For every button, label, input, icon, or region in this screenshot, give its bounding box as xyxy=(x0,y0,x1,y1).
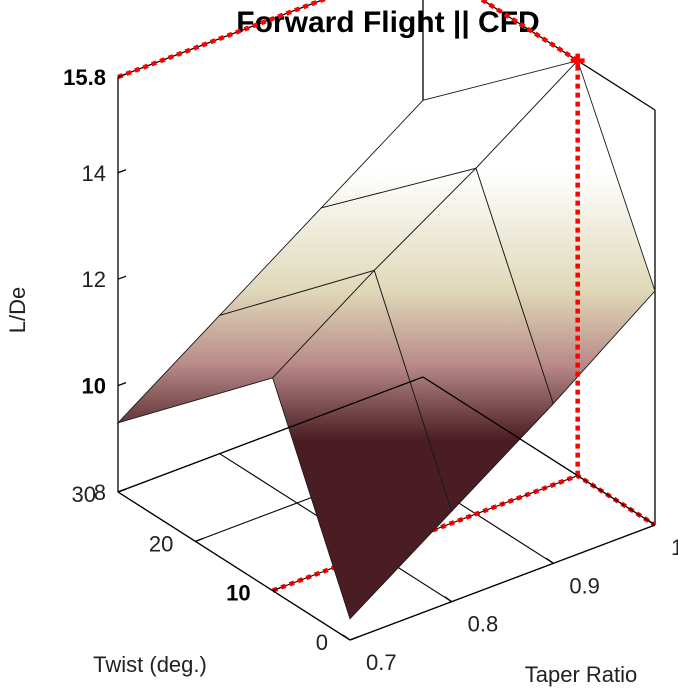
x-tick-mark xyxy=(444,596,453,603)
y-axis-label: Twist (deg.) xyxy=(93,652,207,677)
z-tick-label: 10 xyxy=(82,374,106,399)
x-tick-label: 0.8 xyxy=(468,612,499,637)
z-tick-mark xyxy=(117,73,127,78)
y-tick-label: 30 xyxy=(72,482,96,507)
z-tick-mark xyxy=(117,169,127,174)
optimum-guide-top xyxy=(117,0,579,80)
x-tick-label: 1 xyxy=(671,535,678,560)
y-tick-mark xyxy=(195,537,204,542)
z-tick-label: 8 xyxy=(94,480,106,505)
z-tick-label: 15.8 xyxy=(63,65,106,90)
z-axis-label: L/De xyxy=(5,287,30,333)
y-tick-label: 0 xyxy=(316,630,328,655)
y-tick-mark xyxy=(117,488,127,493)
y-tick-mark xyxy=(272,587,281,592)
x-tick-label: 0.7 xyxy=(366,650,397,675)
axes-front xyxy=(117,376,656,641)
y-axis-line xyxy=(117,491,351,641)
box-edge xyxy=(422,376,656,526)
optimum-marker xyxy=(570,53,585,68)
tick-labels: 8 10 12 14 15.8 0 10 20 30 0.7 0.8 0.9 1 xyxy=(63,65,678,675)
x-tick-mark xyxy=(647,519,656,526)
x-axis-line xyxy=(349,524,656,641)
x-tick-label: 0.9 xyxy=(569,573,600,598)
z-tick-mark xyxy=(117,275,127,280)
x-tick-mark xyxy=(545,557,554,564)
y-tick-label: 20 xyxy=(149,531,173,556)
optimum-guides xyxy=(117,0,585,476)
z-tick-mark xyxy=(117,381,127,387)
chart-title: Forward Flight || CFD xyxy=(236,6,539,39)
y-tick-label: 10 xyxy=(226,581,250,606)
y-tick-mark xyxy=(349,636,359,641)
x-axis-label: Taper Ratio xyxy=(525,662,638,687)
surface xyxy=(116,59,656,620)
box-edge xyxy=(117,376,424,493)
z-tick-label: 12 xyxy=(82,267,106,292)
x-tick-mark xyxy=(342,634,351,641)
z-tick-label: 14 xyxy=(82,161,106,186)
